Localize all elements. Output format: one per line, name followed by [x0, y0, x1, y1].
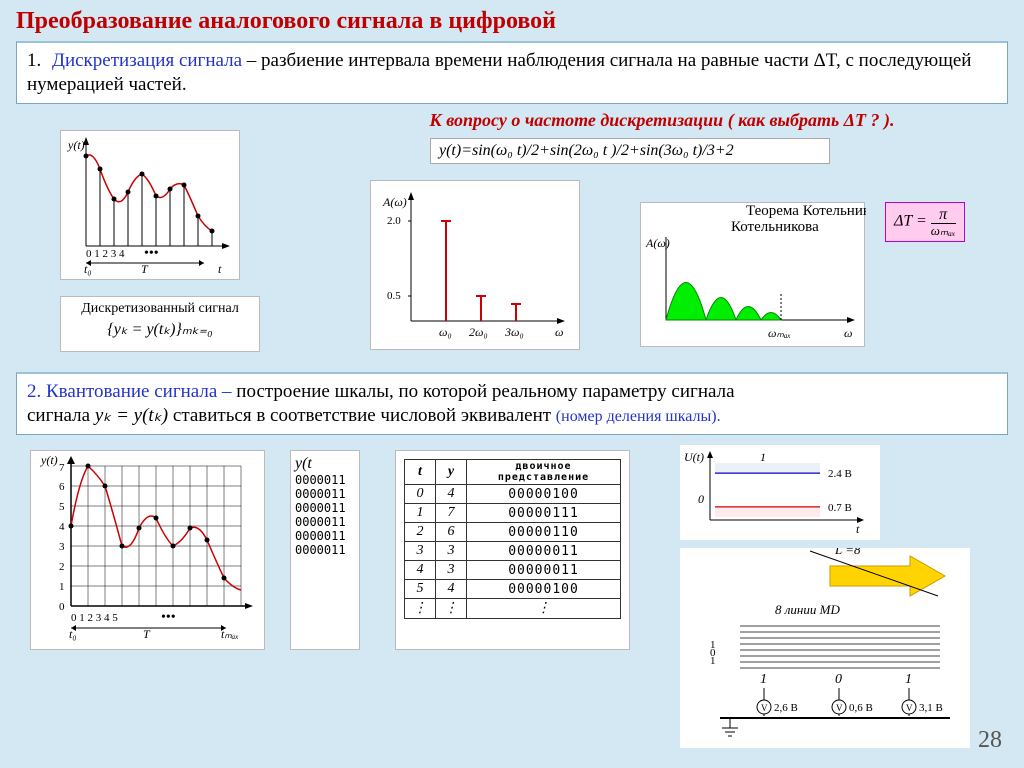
- kotelnikov-chart: Теорема Котельникова Котельникова A(ω) ω…: [640, 202, 865, 347]
- svg-text:0 1 2 3 4: 0 1 2 3 4: [86, 248, 125, 260]
- table-row: 1700000111: [405, 504, 621, 523]
- box2-pre: сигнала: [27, 405, 95, 426]
- col-bin: двоичное представление: [467, 460, 621, 485]
- svg-text:U(t): U(t): [684, 450, 704, 464]
- col-t: t: [405, 460, 436, 485]
- box2-rest1: построение шкалы, по которой реальному п…: [232, 381, 735, 402]
- svg-text:2,6 В: 2,6 В: [774, 702, 798, 714]
- svg-text:y(t): y(t): [40, 453, 58, 467]
- svg-text:3ω₀: 3ω₀: [504, 325, 524, 339]
- svg-text:0.5: 0.5: [387, 290, 401, 302]
- svg-text:7: 7: [59, 462, 65, 474]
- box2-lead: 2. Квантование сигнала –: [27, 381, 232, 402]
- svg-text:T: T: [141, 262, 149, 276]
- table-row: 2600000110: [405, 523, 621, 542]
- svg-text:t: t: [218, 262, 222, 276]
- kotelnikov-formula: ΔT = π ωₘₐₓ: [885, 202, 965, 242]
- svg-text:0,6 В: 0,6 В: [849, 702, 873, 714]
- svg-text:0 1 2 3 4 5: 0 1 2 3 4 5: [71, 612, 118, 624]
- svg-text:•••: •••: [144, 246, 159, 261]
- box-quantization: 2. Квантование сигнала – построение шкал…: [16, 372, 1008, 435]
- svg-text:y(t): y(t): [67, 138, 85, 152]
- svg-text:2.0: 2.0: [387, 215, 401, 227]
- bin-row: 0000011: [295, 487, 355, 501]
- table-row: 0400000100: [405, 485, 621, 504]
- svg-text:A(ω): A(ω): [645, 236, 670, 250]
- page-title: Преобразование аналогового сигнала в циф…: [0, 0, 1024, 39]
- svg-text:1: 1: [905, 672, 912, 687]
- bin-row: 0000011: [295, 515, 355, 529]
- svg-text:Теорема Котельникова: Теорема Котельникова: [746, 203, 866, 219]
- table-row: 3300000011: [405, 542, 621, 561]
- ttl-levels-chart: U(t) 1 0 2.4 В 0.7 В t: [680, 445, 880, 540]
- svg-text:ω: ω: [844, 326, 852, 340]
- svg-text:T: T: [143, 627, 151, 641]
- svg-text:L =8: L =8: [834, 548, 861, 557]
- sampling-question: К вопросу о частоте дискретизации ( как …: [300, 110, 1024, 131]
- svg-text:Котельникова: Котельникова: [731, 219, 819, 235]
- bin-row: 0000011: [295, 473, 355, 487]
- svg-text:8 линии MD: 8 линии MD: [775, 602, 840, 617]
- svg-text:ωₘₐₓ: ωₘₐₓ: [768, 326, 791, 340]
- spectrum-chart: A(ω) 2.0 0.5 ω₀ 2ω₀ 3ω₀ ω: [370, 180, 580, 350]
- quantization-chart: y(t) 01234567 0 1 2 3 4 5••• t₀ T tₘₐₓ: [30, 450, 265, 650]
- quantization-table: tyдвоичное представление 0400000100 1700…: [395, 450, 630, 650]
- svg-text:V: V: [836, 703, 843, 713]
- table-row: 5400000100: [405, 580, 621, 599]
- binary-snippet: y(t 0000011 0000011 0000011 0000011 0000…: [290, 450, 360, 650]
- svg-text:1: 1: [760, 672, 767, 687]
- box2-paren: (номер деления шкалы).: [556, 408, 721, 425]
- svg-text:6: 6: [59, 481, 65, 493]
- discrete-expr: {yₖ = y(tₖ)}ₘₖ₌₀: [65, 319, 255, 339]
- box2-rest2: ставиться в соответствие числовой эквива…: [168, 405, 556, 426]
- box-discretization: 1. Дискретизация сигнала – разбиение инт…: [16, 41, 1008, 104]
- svg-text:•••: •••: [161, 610, 176, 625]
- svg-text:t: t: [856, 522, 860, 536]
- box1-num: 1.: [27, 50, 41, 71]
- svg-text:0.7 В: 0.7 В: [828, 502, 852, 514]
- page-number: 28: [978, 727, 1002, 754]
- svg-text:1: 1: [59, 581, 65, 593]
- svg-text:1: 1: [760, 450, 766, 464]
- bin-row: 0000011: [295, 543, 355, 557]
- svg-text:A(ω): A(ω): [382, 195, 407, 209]
- svg-text:3,1 В: 3,1 В: [919, 702, 943, 714]
- svg-text:0: 0: [835, 672, 842, 687]
- svg-text:4: 4: [59, 521, 65, 533]
- svg-text:5: 5: [59, 501, 65, 513]
- bin-row: 0000011: [295, 529, 355, 543]
- table-row: 4300000011: [405, 561, 621, 580]
- box1-lead: Дискретизация сигнала: [52, 50, 242, 71]
- svg-text:0: 0: [698, 492, 704, 506]
- svg-text:ω: ω: [555, 325, 563, 339]
- svg-text:101: 101: [710, 639, 716, 667]
- formula-yt: y(t)=sin(ω₀ t)/2+sin(2ω₀ t )/2+sin(3ω₀ t…: [430, 138, 830, 164]
- signal-sampling-chart: y(t) 0 1 2 3 4 ••• t₀ T t: [60, 130, 240, 280]
- table-row: ⋮⋮⋮: [405, 599, 621, 619]
- svg-text:3: 3: [59, 541, 65, 553]
- col-y: y: [436, 460, 467, 485]
- tyy-table: tyдвоичное представление 0400000100 1700…: [404, 459, 621, 619]
- svg-text:V: V: [906, 703, 913, 713]
- svg-text:V: V: [761, 703, 768, 713]
- bin-row: 0000011: [295, 501, 355, 515]
- box2-yk: yₖ = y(tₖ): [95, 405, 168, 426]
- svg-text:2.4 В: 2.4 В: [828, 468, 852, 480]
- svg-text:ω₀: ω₀: [439, 325, 452, 339]
- discrete-caption: Дискретизованный сигнал: [65, 301, 255, 317]
- bus-diagram: L =8 8 линии MD 101 1 V 2,6 В 0 V 0,6 В …: [680, 548, 970, 748]
- svg-text:2ω₀: 2ω₀: [469, 325, 488, 339]
- svg-text:2: 2: [59, 561, 65, 573]
- discrete-formula-panel: Дискретизованный сигнал {yₖ = y(tₖ)}ₘₖ₌₀: [60, 296, 260, 352]
- svg-text:0: 0: [59, 601, 65, 613]
